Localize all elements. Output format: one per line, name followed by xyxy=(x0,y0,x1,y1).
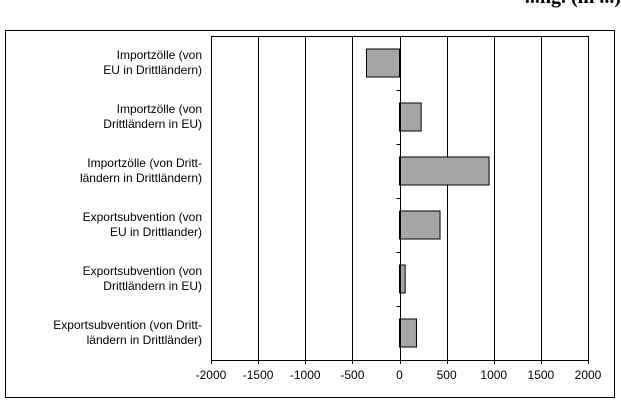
bar xyxy=(399,318,417,348)
x-tick-label: -1000 xyxy=(290,368,321,382)
category-label-line: Exportsubvention (von Dritt- xyxy=(53,318,202,332)
category-label-line: Importzölle (von Dritt- xyxy=(87,156,202,170)
x-tick-label: 1500 xyxy=(528,368,555,382)
category-label-line: EU in Drittlander) xyxy=(110,225,202,239)
chart-title: ...ng. (in ...) xyxy=(525,0,621,9)
category-label-line: Drittländern in EU) xyxy=(103,117,202,131)
x-tick-label: -500 xyxy=(340,368,364,382)
category-label: Exportsubvention (von Dritt-ländern in D… xyxy=(53,318,202,347)
bar xyxy=(399,210,441,240)
x-tick-labels: -2000 -1500 -1000 -500 0 500 1000 1500 2000 xyxy=(196,368,602,382)
bar xyxy=(399,264,406,294)
chart-border xyxy=(5,30,615,398)
category-label-line: ländern in Drittländern) xyxy=(80,171,202,185)
category-label-line: Drittländern in EU) xyxy=(103,279,202,293)
category-label-line: ländern in Drittländer) xyxy=(87,333,202,347)
category-label-line: Exportsubvention (von xyxy=(83,210,202,224)
x-tick-label: -1500 xyxy=(243,368,274,382)
category-label-line: Importzölle (von xyxy=(117,102,202,116)
category-label-line: Importzölle (von xyxy=(117,48,202,62)
x-tick-label: 2000 xyxy=(575,368,602,382)
x-tick-label: 500 xyxy=(437,368,457,382)
bar xyxy=(366,48,401,78)
category-label: Importzölle (von EU in Drittländern) xyxy=(103,48,202,77)
category-label: Importzölle (von Drittländern in EU) xyxy=(103,102,202,131)
category-labels: Importzölle (von EU in Drittländern)Impor… xyxy=(53,48,202,347)
category-label-line: EU in Drittländern) xyxy=(103,63,202,77)
bars xyxy=(366,48,490,348)
x-tick-label: 1000 xyxy=(480,368,507,382)
bar xyxy=(399,102,422,132)
title-strip: ...ng. (in ...) xyxy=(0,0,621,24)
category-label-line: Exportsubvention (von xyxy=(83,264,202,278)
bar xyxy=(399,156,490,186)
category-label: Exportsubvention (von EU in Drittlander) xyxy=(83,210,202,239)
category-label: Exportsubvention (von Drittländern in EU) xyxy=(83,264,202,293)
category-label: Importzölle (von Dritt-ländern in Drittl… xyxy=(80,156,202,185)
x-tick-label: -2000 xyxy=(196,368,227,382)
x-tick-label: 0 xyxy=(396,368,403,382)
axes xyxy=(211,36,589,364)
